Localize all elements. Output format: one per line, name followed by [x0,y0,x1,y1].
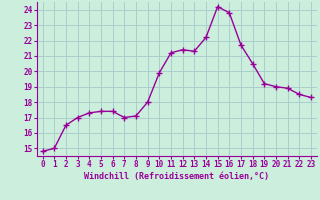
X-axis label: Windchill (Refroidissement éolien,°C): Windchill (Refroidissement éolien,°C) [84,172,269,181]
